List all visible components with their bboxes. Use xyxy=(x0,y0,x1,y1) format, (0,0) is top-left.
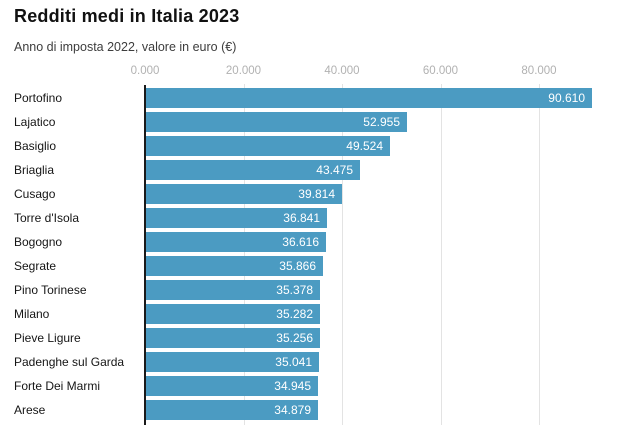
category-label: Pieve Ligure xyxy=(14,331,81,345)
category-label: Bogogno xyxy=(14,235,63,249)
gridline xyxy=(243,84,245,425)
bar-value-label: 36.841 xyxy=(283,211,320,225)
chart-row: Bogogno 36.616 xyxy=(0,232,617,256)
x-tick-label: 60.000 xyxy=(422,65,459,77)
bar-value-label: 34.945 xyxy=(274,379,311,393)
bar: 36.616 xyxy=(146,232,326,252)
bar-value-label: 36.616 xyxy=(282,235,319,249)
chart-row: Portofino 90.610 xyxy=(0,88,617,112)
bar-value-label: 49.524 xyxy=(346,139,383,153)
bar: 36.841 xyxy=(146,208,327,228)
chart-row: Segrate 35.866 xyxy=(0,256,617,280)
chart-title: Redditi medi in Italia 2023 xyxy=(14,6,240,26)
zero-axis-line xyxy=(144,85,146,425)
bar: 35.256 xyxy=(146,328,320,348)
bar-value-label: 35.256 xyxy=(276,331,313,345)
bar: 35.378 xyxy=(146,280,320,300)
x-tick-label: 20.000 xyxy=(225,65,262,77)
bar-value-label: 39.814 xyxy=(298,187,335,201)
bar-value-label: 35.041 xyxy=(275,355,312,369)
category-label: Segrate xyxy=(14,259,57,273)
category-label: Torre d'Isola xyxy=(14,211,79,225)
gridline xyxy=(342,84,343,425)
category-label: Lajatico xyxy=(14,115,56,129)
bar: 90.610 xyxy=(146,88,592,108)
bar-value-label: 35.282 xyxy=(276,307,313,321)
chart-row: Cusago 39.814 xyxy=(0,184,617,208)
category-label: Milano xyxy=(14,307,50,321)
x-tick-label: 80.000 xyxy=(521,65,557,77)
bar-value-label: 35.866 xyxy=(279,259,316,273)
category-label: Pino Torinese xyxy=(14,283,87,297)
bar: 34.945 xyxy=(146,376,318,396)
bar: 39.814 xyxy=(146,184,342,204)
bar: 34.879 xyxy=(146,400,318,420)
chart-rows: Portofino 90.610 Lajatico 52.955 Basigli… xyxy=(0,88,617,424)
category-label: Cusago xyxy=(14,187,56,201)
chart-row: Lajatico 52.955 xyxy=(0,112,617,136)
chart-row: Forte Dei Marmi 34.945 xyxy=(0,376,617,400)
category-label: Arese xyxy=(14,403,46,417)
gridline xyxy=(539,84,540,425)
chart-row: Torre d'Isola 36.841 xyxy=(0,208,617,232)
bar-value-label: 90.610 xyxy=(548,91,585,105)
category-label: Briaglia xyxy=(14,163,55,177)
bar: 49.524 xyxy=(146,136,390,156)
category-label: Forte Dei Marmi xyxy=(14,379,101,393)
bar: 35.866 xyxy=(146,256,323,276)
category-label: Portofino xyxy=(14,91,63,105)
x-tick-label: 0.000 xyxy=(130,65,160,77)
chart-row: Basiglio 49.524 xyxy=(0,136,617,160)
chart-row: Padenghe sul Garda 35.041 xyxy=(0,352,617,376)
bar: 35.041 xyxy=(146,352,319,372)
category-label: Basiglio xyxy=(14,139,57,153)
bar-value-label: 35.378 xyxy=(276,283,313,297)
bar-value-label: 43.475 xyxy=(316,163,353,177)
bar: 43.475 xyxy=(146,160,360,180)
chart-row: Arese 34.879 xyxy=(0,400,617,424)
bar: 35.282 xyxy=(146,304,320,324)
category-label: Padenghe sul Garda xyxy=(14,355,125,369)
chart-subtitle: Anno di imposta 2022, valore in euro (€) xyxy=(14,40,237,54)
chart-row: Pieve Ligure 35.256 xyxy=(0,328,617,352)
bar: 52.955 xyxy=(146,112,407,132)
bar-value-label: 34.879 xyxy=(274,403,311,417)
bar-value-label: 52.955 xyxy=(363,115,400,129)
gridline xyxy=(440,84,442,425)
chart-row: Milano 35.282 xyxy=(0,304,617,328)
x-tick-label: 40.000 xyxy=(324,65,360,77)
chart-row: Briaglia 43.475 xyxy=(0,160,617,184)
chart-row: Pino Torinese 35.378 xyxy=(0,280,617,304)
